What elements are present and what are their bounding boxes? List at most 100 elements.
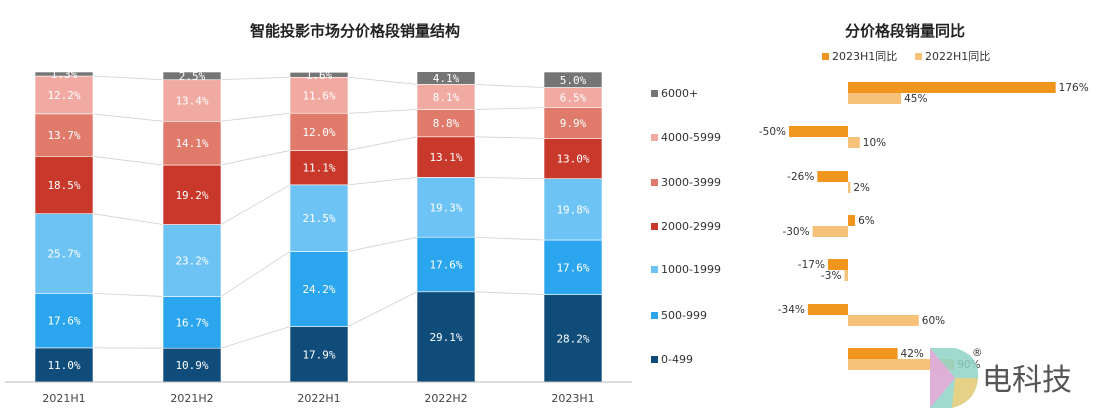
bar-segment [543,239,603,295]
segment-label: 13.4% [175,95,208,108]
legend-label: 0-499 [661,353,693,366]
yoy-bar [848,359,955,370]
segment-label: 8.8% [433,117,460,130]
bar-segment [289,326,349,383]
segment-label: 25.7% [47,248,80,261]
bar-segment [162,71,222,81]
segment-label: 23.2% [175,254,208,267]
bar-segment [162,347,222,383]
segment-label: 13.0% [556,152,589,165]
segment-label: 16.7% [175,316,208,329]
connector-line [220,112,291,122]
legend-swatch [651,90,658,97]
connector-line [474,136,545,139]
segment-label: 17.9% [302,348,335,361]
bar-segment [289,112,349,151]
connector-line [347,136,418,151]
segment-label: 8.1% [433,91,460,104]
legend-swatch [651,312,658,319]
yoy-bar [848,137,860,148]
segment-label: 1.6% [306,69,333,82]
bar-segment [162,120,222,166]
segment-label: 12.2% [47,89,80,102]
bar-segment [416,236,476,293]
x-tick-label: 2023H1 [551,392,594,405]
yoy-chart-title: 分价格段销量同比 [845,22,965,40]
segment-label: 28.2% [556,332,589,345]
bar-segment [543,107,603,139]
bar-segment [34,75,94,115]
segment-label: 29.1% [429,331,462,344]
connector-line [347,177,418,186]
segment-label: 11.0% [47,359,80,372]
bar-segment [34,156,94,214]
legend-swatch [651,223,658,230]
legend-label-2022: 2022H1同比 [925,50,990,63]
segment-label: 14.1% [175,137,208,150]
segment-label: 17.6% [429,259,462,272]
x-tick-label: 2021H1 [42,392,85,405]
legend-swatch [651,134,658,141]
yoy-value-label: -34% [778,304,805,316]
bar-segment [289,72,349,78]
legend-label: 2000-2999 [661,220,721,233]
stacked-bar-chart: 11.0% 17.6% 25.7% 18.5% 13.7% 12.2% 1.3% 2021H1… [34,68,603,405]
chart-title: 智能投影市场分价格段销量结构 [250,22,460,40]
segment-label: 19.8% [556,203,589,216]
connector-line [92,113,164,122]
segment-label: 19.3% [429,201,462,214]
bar-segment [289,184,349,252]
legend-swatch [651,179,658,186]
segment-label: 13.7% [47,129,80,142]
bar-segment [289,76,349,114]
bar-segment [162,224,222,297]
yoy-value-label: 2% [853,182,870,194]
yoy-value-label: -3% [821,270,841,282]
logo-mark-accent [930,348,955,408]
connector-line [474,107,545,110]
segment-label: 5.0% [560,74,587,87]
x-tick-label: 2022H1 [297,392,340,405]
yoy-bar [817,171,848,182]
yoy-value-label: 10% [863,137,886,149]
bar-segment [416,109,476,138]
legend-swatch [651,266,658,273]
yoy-value-label: -26% [787,171,814,183]
yoy-bar [807,304,848,315]
connector-line [474,236,545,241]
bar-segment [34,293,94,349]
yoy-value-label: 42% [901,348,924,360]
bar-segment [543,178,603,241]
connector-line [92,213,164,225]
bar-segment [34,347,94,383]
yoy-legend: 2023H1同比 2022H1同比 [822,50,990,63]
segment-label: 17.6% [47,315,80,328]
yoy-value-label: -30% [782,226,809,238]
connector-line [92,75,164,81]
bar-segment [543,138,603,179]
yoy-bar [812,226,848,237]
segment-label: 6.5% [560,92,587,105]
connector-line [347,291,418,327]
legend-label: 3000-3999 [661,176,721,189]
watermark-logo: ® 电科技 [930,347,1072,408]
connector-line [474,291,545,295]
segment-label: 18.5% [47,179,80,192]
watermark-text: 电科技 [982,363,1072,398]
bar-segment [416,84,476,110]
connector-line [347,76,418,85]
bar-segment [162,164,222,225]
segment-label: 10.9% [175,359,208,372]
legend-label-2023: 2023H1同比 [832,50,897,63]
segment-label: 19.2% [175,189,208,202]
segment-label: 13.1% [429,151,462,164]
yoy-value-label: -17% [798,259,825,271]
bar-segment [416,136,476,178]
segment-label: 2.5% [179,70,206,83]
yoy-bar [848,315,919,326]
connector-line [220,150,291,166]
yoy-value-label: 60% [922,315,945,327]
connector-line [92,155,164,166]
yoy-bar [848,82,1056,93]
